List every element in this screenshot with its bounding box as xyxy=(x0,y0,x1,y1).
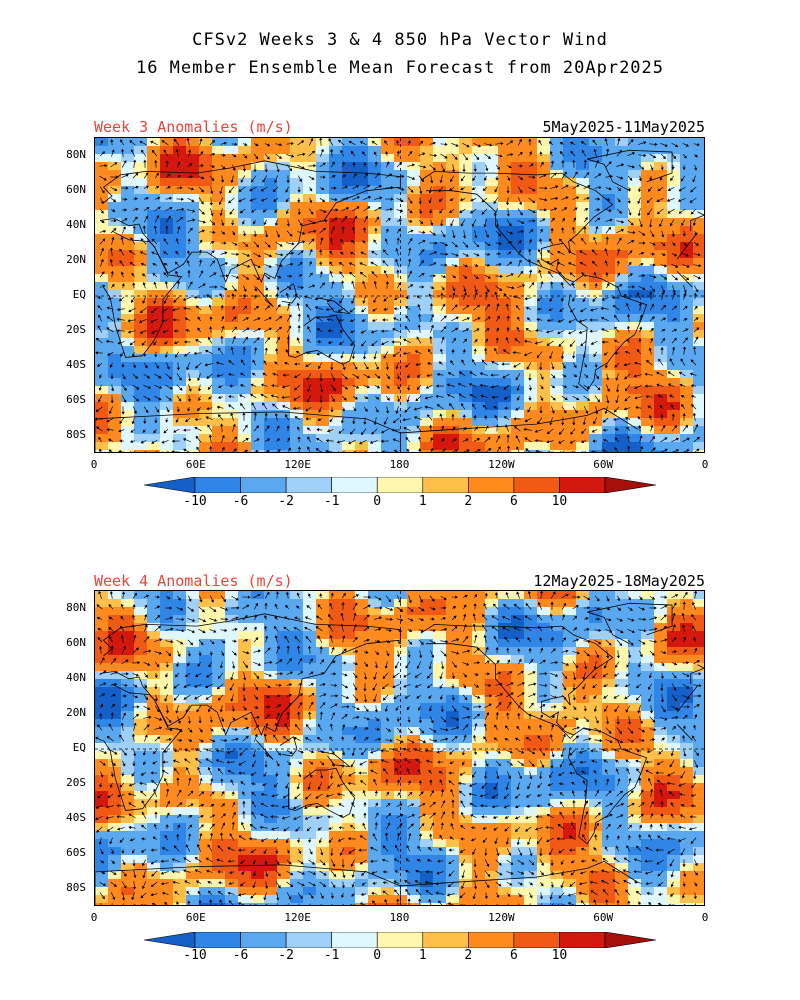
colorbar-swatch xyxy=(240,477,287,493)
colorbar-swatch xyxy=(376,477,424,493)
colorbar-label: 6 xyxy=(509,948,518,963)
colorbar-week3 xyxy=(144,477,656,493)
panel-week3-title: Week 3 Anomalies (m/s) xyxy=(94,118,293,136)
colorbar-swatch xyxy=(513,477,560,493)
colorbar-label: 2 xyxy=(464,948,473,963)
colorbar-label: 1 xyxy=(418,948,427,963)
lon-tick-label: 0 xyxy=(701,458,709,471)
colorbar-swatch xyxy=(194,932,241,948)
colorbar-swatch xyxy=(559,477,606,493)
lon-tick-label: 0 xyxy=(90,911,98,924)
lat-tick-label: 80S xyxy=(66,881,86,895)
colorbar-swatch xyxy=(559,932,606,948)
lon-tick-label: 0 xyxy=(90,458,98,471)
lat-tick-label: 60N xyxy=(66,635,86,649)
colorbar-label: 10 xyxy=(551,494,568,509)
anomaly-field xyxy=(95,138,704,452)
lat-tick-label: 60N xyxy=(66,182,86,196)
lon-tick-label: 120E xyxy=(284,458,311,471)
colorbar-label: -1 xyxy=(323,948,340,963)
colorbar-week4 xyxy=(144,932,656,948)
lat-tick-label: 20N xyxy=(66,705,86,719)
lat-tick-label: 40N xyxy=(66,670,86,684)
colorbar-label: -2 xyxy=(278,494,294,509)
colorbar-swatch xyxy=(285,477,332,493)
anomaly-field xyxy=(95,591,704,905)
lat-tick-label: 40S xyxy=(66,358,86,372)
colorbar-swatch xyxy=(468,932,515,948)
panel-week4-date-range: 12May2025-18May2025 xyxy=(533,572,705,590)
lat-tick-label: 20N xyxy=(66,252,86,266)
colorbar-min-triangle xyxy=(144,477,196,493)
colorbar-max-triangle xyxy=(604,932,656,948)
title-line-2: 16 Member Ensemble Mean Forecast from 20… xyxy=(135,58,665,78)
colorbar-label: -1 xyxy=(323,494,340,509)
lon-tick-label: 180 xyxy=(389,458,410,471)
colorbar-min-triangle xyxy=(144,932,196,948)
colorbar-swatch xyxy=(422,932,469,948)
colorbar-max-triangle xyxy=(604,477,656,493)
lon-tick-label: 0 xyxy=(701,911,709,924)
map-week3 xyxy=(94,137,705,453)
lon-tick-label: 120E xyxy=(284,911,311,924)
colorbar-swatch xyxy=(331,477,378,493)
lat-tick-label: EQ xyxy=(72,288,86,301)
lat-tick-label: 20S xyxy=(66,323,86,337)
colorbar-label: -6 xyxy=(232,948,249,963)
colorbar-swatch xyxy=(194,477,241,493)
lat-tick-label: 60S xyxy=(66,846,86,860)
colorbar-label: -10 xyxy=(183,948,207,963)
colorbar-swatch xyxy=(468,477,515,493)
lat-tick-label: 20S xyxy=(66,776,86,790)
colorbar-label: -2 xyxy=(278,948,294,963)
lon-tick-label: 60E xyxy=(185,911,206,924)
lat-tick-label: 80N xyxy=(66,600,86,614)
colorbar-swatch xyxy=(240,932,287,948)
lon-tick-label: 60E xyxy=(185,458,206,471)
lat-tick-label: EQ xyxy=(72,741,86,754)
lon-tick-label: 60W xyxy=(593,458,614,471)
colorbar-label: 0 xyxy=(373,948,382,963)
wind-vectors xyxy=(95,591,702,905)
wind-vectors xyxy=(95,138,702,452)
lon-tick-label: 60W xyxy=(593,911,614,924)
panel-week3-date-range: 5May2025-11May2025 xyxy=(542,118,705,136)
colorbar-swatch xyxy=(285,932,332,948)
colorbar-label: 2 xyxy=(464,494,473,509)
anomaly-map-week4 xyxy=(95,591,704,905)
map-week4 xyxy=(94,590,705,906)
lon-tick-label: 120W xyxy=(488,911,515,924)
lat-tick-label: 80N xyxy=(66,147,86,161)
anomaly-map-week3 xyxy=(95,138,704,452)
lat-tick-label: 40S xyxy=(66,811,86,825)
lat-tick-label: 80S xyxy=(66,428,86,442)
lat-tick-label: 60S xyxy=(66,393,86,407)
colorbar-label: 1 xyxy=(418,494,427,509)
lon-tick-label: 180 xyxy=(389,911,410,924)
lon-tick-label: 120W xyxy=(488,458,515,471)
title-line-1: CFSv2 Weeks 3 & 4 850 hPa Vector Wind xyxy=(192,30,608,50)
colorbar-label: 6 xyxy=(509,494,518,509)
colorbar-label: 0 xyxy=(373,494,382,509)
colorbar-label: -6 xyxy=(232,494,249,509)
colorbar-swatch xyxy=(422,477,469,493)
colorbar-swatch xyxy=(513,932,560,948)
colorbar-swatch xyxy=(331,932,378,948)
lat-tick-label: 40N xyxy=(66,217,86,231)
panel-week4-title: Week 4 Anomalies (m/s) xyxy=(94,572,293,590)
colorbar-label: 10 xyxy=(551,948,568,963)
colorbar-swatch xyxy=(376,932,424,948)
colorbar-label: -10 xyxy=(183,494,207,509)
